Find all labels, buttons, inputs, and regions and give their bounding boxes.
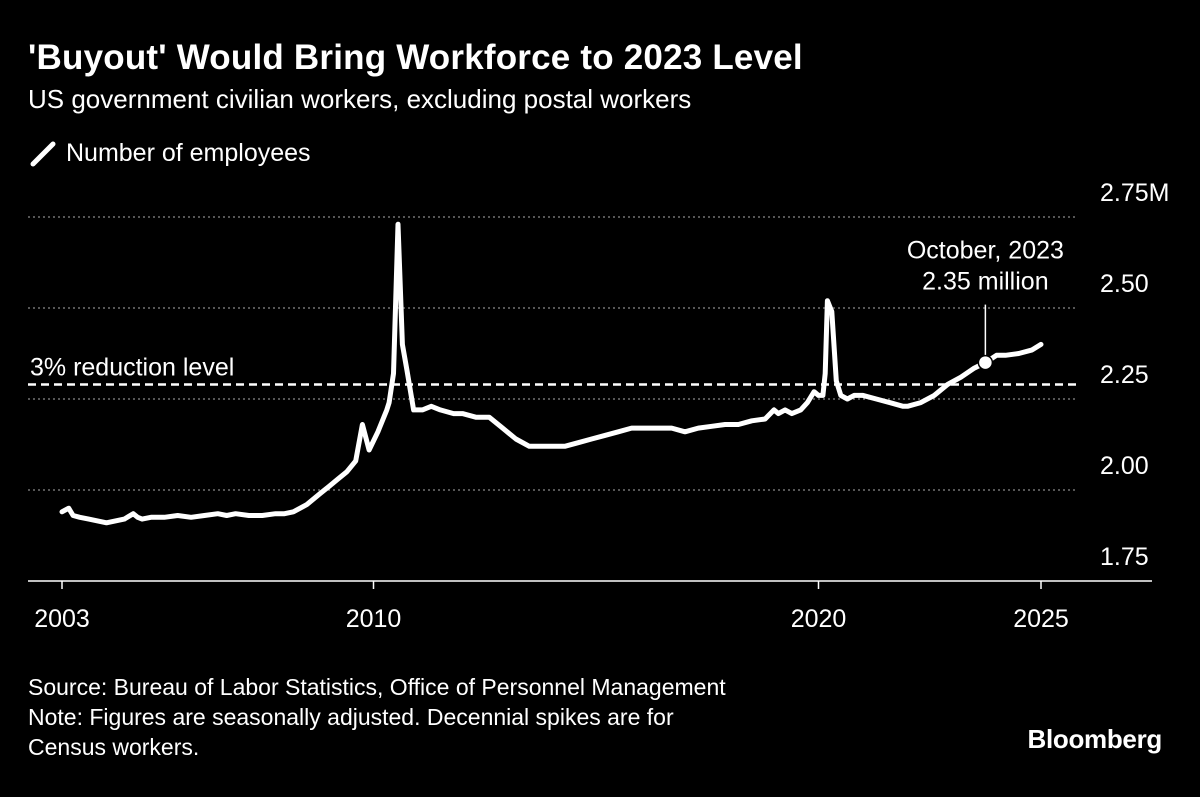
footer-notes: Source: Bureau of Labor Statistics, Offi… bbox=[28, 672, 726, 762]
x-tick-label: 2020 bbox=[791, 605, 847, 633]
chart-legend: Number of employees bbox=[30, 139, 311, 168]
y-tick-label: 2.50 bbox=[1100, 270, 1149, 298]
bloomberg-logo: Bloomberg bbox=[1027, 724, 1162, 754]
y-tick-label: 2.25 bbox=[1100, 361, 1149, 389]
legend-line-icon bbox=[30, 141, 56, 166]
y-tick-label: 2.75M bbox=[1100, 179, 1169, 207]
note-line-2: Census workers. bbox=[28, 734, 200, 760]
series-line-employees bbox=[59, 221, 1044, 526]
callout-label-value: 2.35 million bbox=[922, 268, 1048, 296]
highlight-point-marker bbox=[977, 354, 994, 371]
source-note: Source: Bureau of Labor Statistics, Offi… bbox=[28, 674, 726, 700]
x-axis-ticks: 2003 2010 2020 2025 bbox=[34, 581, 1069, 633]
chart-title: 'Buyout' Would Bring Workforce to 2023 L… bbox=[28, 38, 803, 77]
note-line-1: Note: Figures are seasonally adjusted. D… bbox=[28, 704, 674, 730]
legend-label: Number of employees bbox=[66, 139, 311, 167]
reference-line-label: 3% reduction level bbox=[30, 353, 234, 381]
y-tick-labels: 1.75 2.00 2.25 2.50 2.75M bbox=[1100, 179, 1169, 571]
x-tick-label: 2003 bbox=[34, 605, 90, 633]
chart-subtitle: US government civilian workers, excludin… bbox=[28, 84, 692, 114]
y-tick-label: 1.75 bbox=[1100, 543, 1149, 571]
x-tick-label: 2025 bbox=[1013, 605, 1069, 633]
y-tick-label: 2.00 bbox=[1100, 452, 1149, 480]
callout-label-date: October, 2023 bbox=[907, 237, 1064, 265]
x-tick-label: 2010 bbox=[346, 605, 402, 633]
